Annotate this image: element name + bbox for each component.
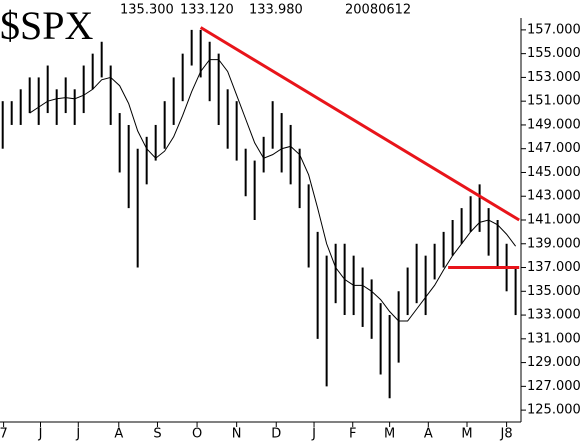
y-tick-label: 153.000 xyxy=(527,70,581,85)
header-date: 20080612 xyxy=(345,3,411,18)
y-tick-label: 147.000 xyxy=(527,141,581,156)
y-tick-label: 157.000 xyxy=(527,22,581,37)
y-tick-label: 141.000 xyxy=(527,213,581,228)
x-tick-label: A xyxy=(114,427,123,441)
x-tick-label: F xyxy=(349,427,356,441)
y-tick-label: 135.000 xyxy=(527,284,581,299)
x-tick-label: N xyxy=(232,427,242,441)
x-tick-label: M xyxy=(384,427,395,441)
header-value: 135.300 xyxy=(120,3,174,18)
y-tick-label: 149.000 xyxy=(527,117,581,132)
y-tick-label: 155.000 xyxy=(527,46,581,61)
y-tick-label: 139.000 xyxy=(527,236,581,251)
x-tick-label: 7 xyxy=(0,427,8,441)
x-tick-label: J xyxy=(75,427,80,441)
y-tick-label: 145.000 xyxy=(527,165,581,180)
x-tick-label: A xyxy=(424,427,433,441)
x-tick-label: J xyxy=(38,427,43,441)
x-tick-label: S xyxy=(153,427,161,441)
trendline xyxy=(199,26,520,222)
x-tick-label: O xyxy=(192,427,202,441)
y-tick-label: 151.000 xyxy=(527,94,581,109)
y-tick-label: 129.000 xyxy=(527,355,581,370)
x-tick-label: M xyxy=(461,427,472,441)
y-tick-label: 131.000 xyxy=(527,331,581,346)
x-tick-label: J xyxy=(311,427,316,441)
y-tick-label: 143.000 xyxy=(527,189,581,204)
header-value: 133.980 xyxy=(249,3,303,18)
chart-title: $SPX xyxy=(0,3,93,48)
x-tick-label: D xyxy=(271,427,281,441)
y-tick-label: 133.000 xyxy=(527,308,581,323)
y-tick-label: 137.000 xyxy=(527,260,581,275)
header-value: 133.120 xyxy=(180,3,234,18)
moving-average xyxy=(29,59,516,322)
y-tick-label: 127.000 xyxy=(527,379,581,394)
x-tick-label: J8 xyxy=(500,427,513,441)
y-tick-label: 125.000 xyxy=(527,403,581,418)
